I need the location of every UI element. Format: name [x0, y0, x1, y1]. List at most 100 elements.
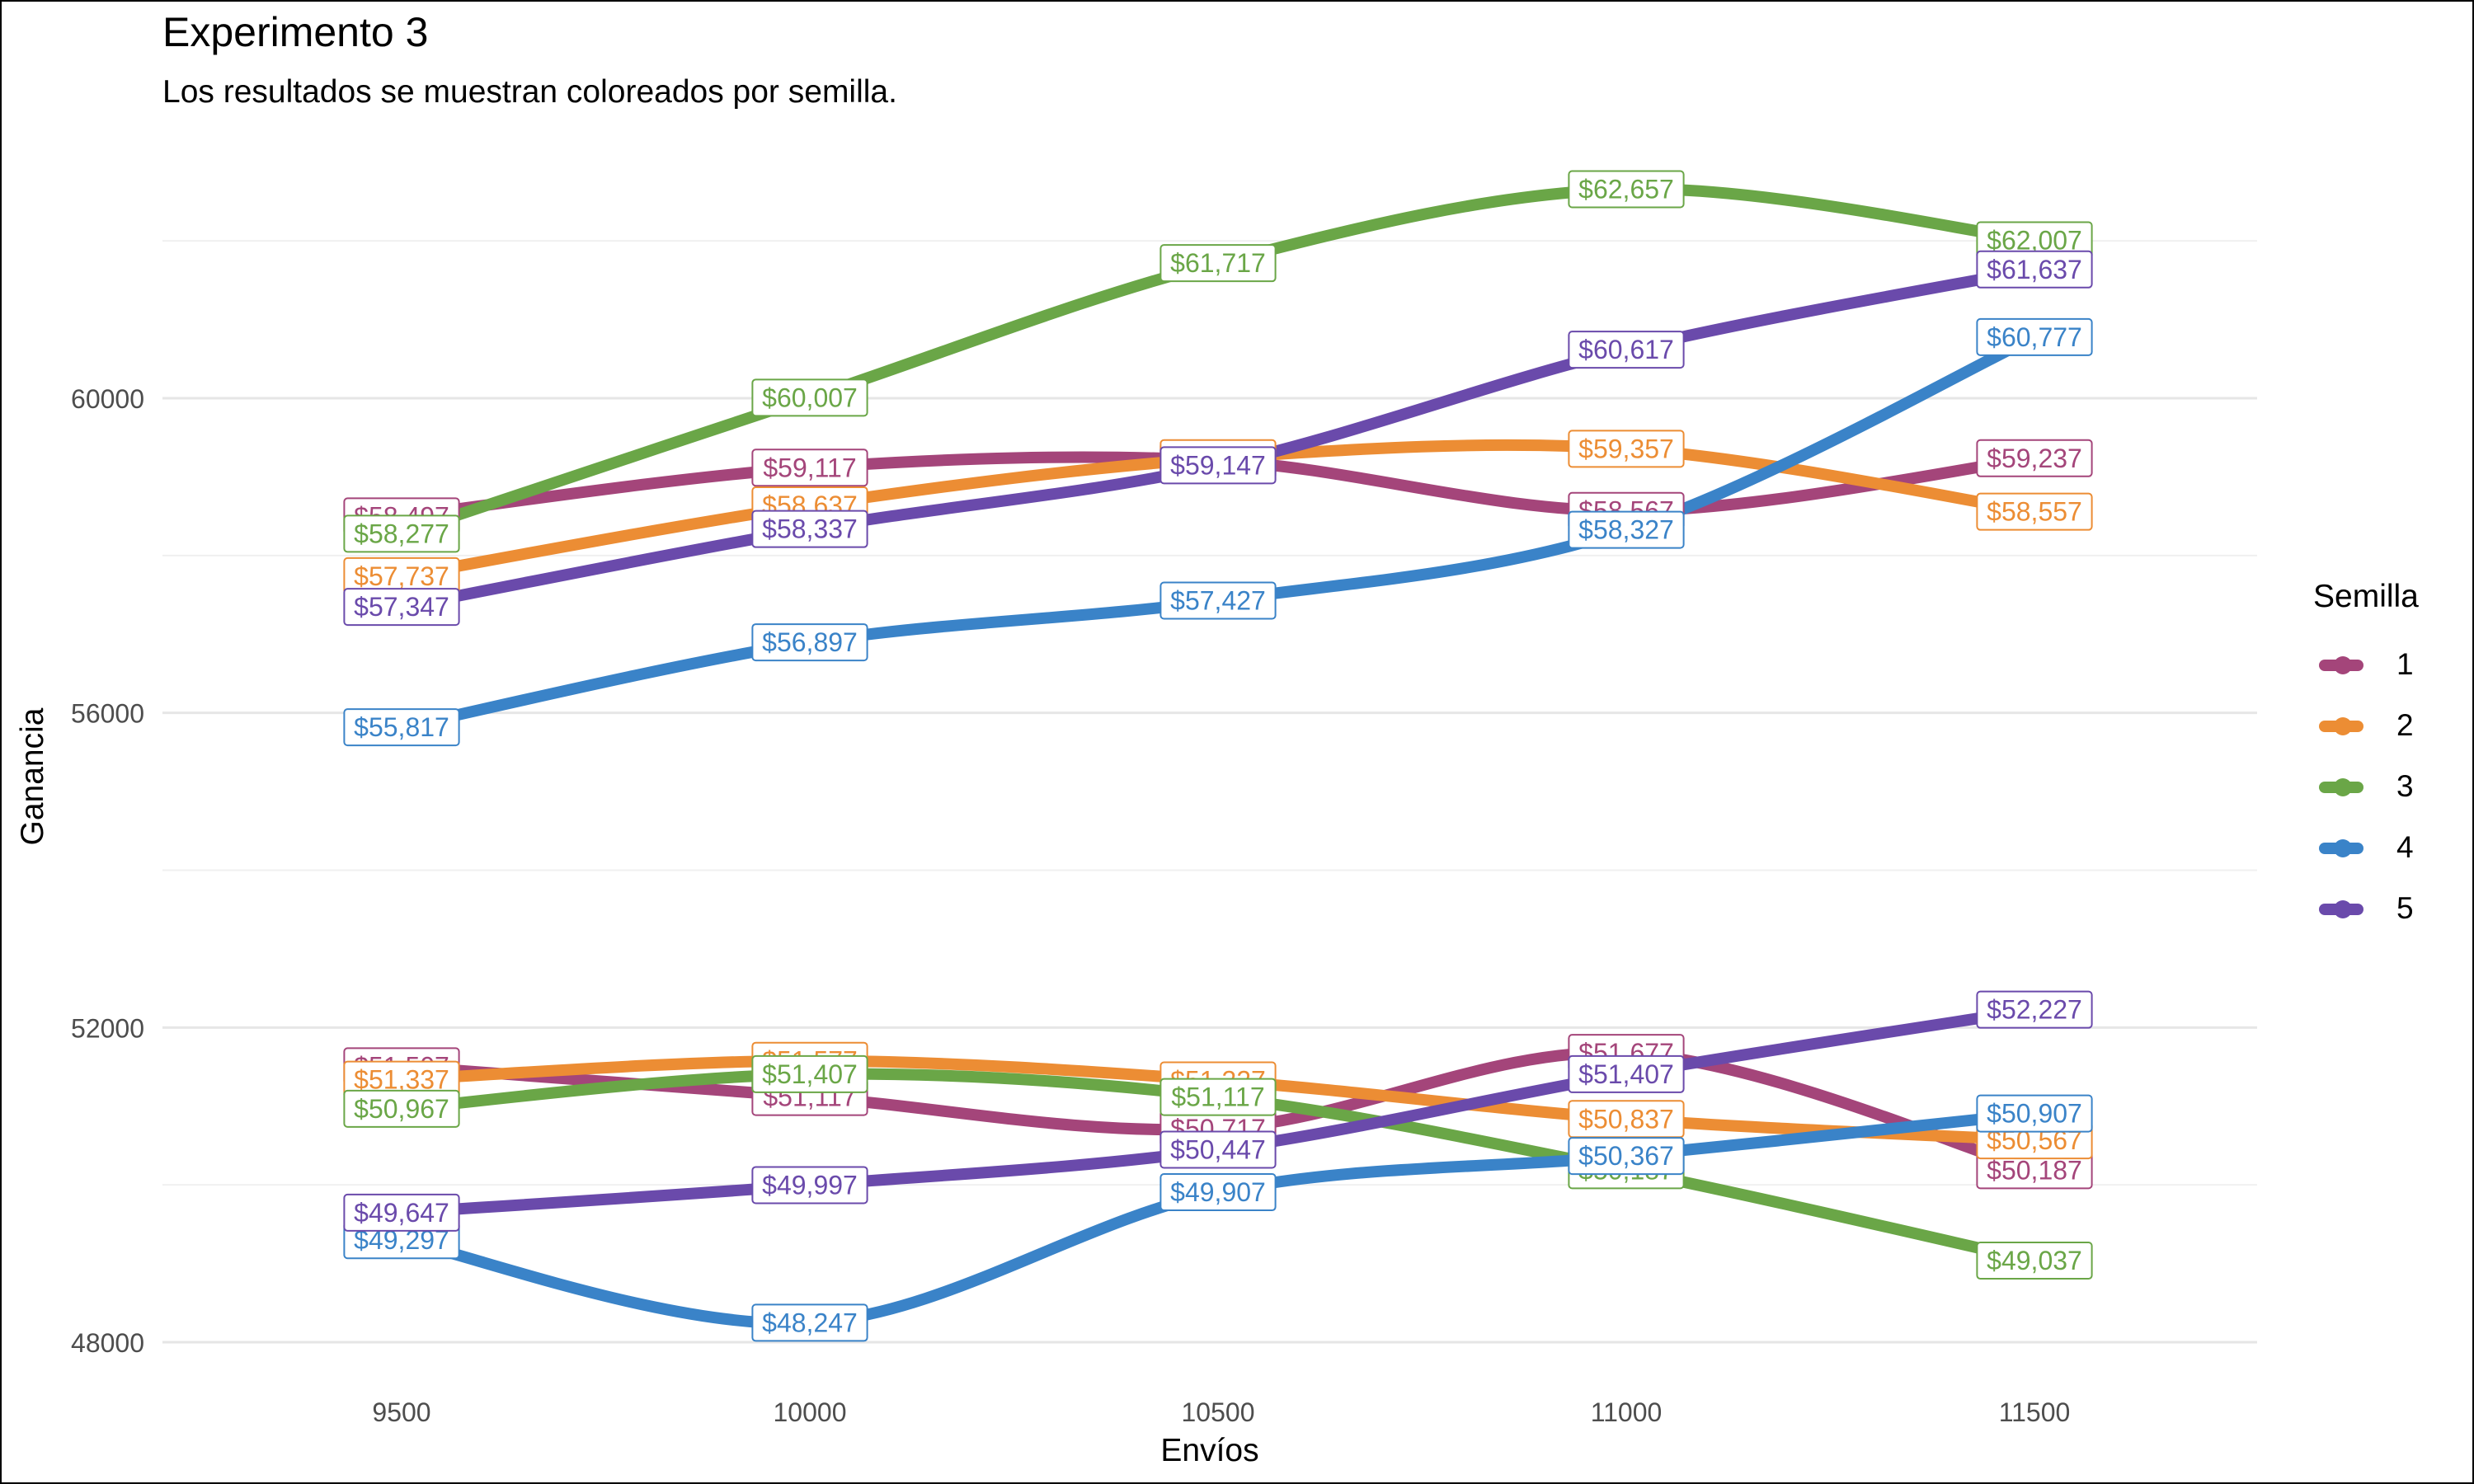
data-label-5: $49,647	[343, 1193, 460, 1232]
svg-text:$57,427: $57,427	[1170, 586, 1266, 616]
svg-text:$51,117: $51,117	[1171, 1082, 1264, 1112]
data-label-4: $55,817	[343, 708, 460, 747]
svg-text:$50,367: $50,367	[1578, 1141, 1674, 1171]
svg-text:$62,657: $62,657	[1578, 174, 1674, 204]
legend-label: 3	[2396, 769, 2414, 803]
svg-text:$50,907: $50,907	[1987, 1099, 2082, 1129]
svg-text:$50,967: $50,967	[354, 1094, 449, 1124]
legend-item-1: 1	[2311, 647, 2443, 682]
data-label-4: $50,367	[1568, 1137, 1685, 1176]
data-label-5: $51,407	[1568, 1054, 1685, 1093]
data-label-4: $56,897	[751, 623, 868, 662]
labels-layer: $58,497$59,117$59,207$58,567$59,237$57,7…	[343, 170, 2093, 1342]
data-label-3: $62,657	[1568, 170, 1685, 209]
data-label-2: $58,557	[1976, 492, 2093, 531]
y-tick-label: 48000	[71, 1328, 144, 1358]
svg-text:$49,647: $49,647	[354, 1198, 449, 1228]
legend-dot	[2334, 778, 2352, 796]
svg-text:$59,357: $59,357	[1578, 434, 1674, 463]
data-label-3: $61,717	[1159, 244, 1277, 283]
svg-text:$50,447: $50,447	[1170, 1135, 1266, 1165]
legend-dot	[2334, 839, 2352, 857]
svg-text:$57,347: $57,347	[354, 592, 449, 622]
legend-item-4: 4	[2311, 830, 2443, 865]
data-label-5: $52,227	[1976, 990, 2093, 1029]
data-label-3: $51,117	[1159, 1078, 1277, 1116]
data-label-4: $50,907	[1976, 1094, 2093, 1133]
chart-title: Experimento 3	[162, 9, 429, 55]
svg-text:$59,147: $59,147	[1170, 450, 1266, 480]
legend-item-5: 5	[2311, 891, 2443, 926]
data-label-4: $49,907	[1159, 1173, 1277, 1212]
legend-label: 1	[2396, 647, 2414, 681]
svg-text:$60,777: $60,777	[1987, 322, 2082, 352]
legend-dot	[2334, 717, 2352, 735]
svg-text:$48,247: $48,247	[762, 1308, 858, 1337]
svg-text:$49,997: $49,997	[762, 1170, 858, 1200]
svg-text:$51,337: $51,337	[354, 1065, 449, 1095]
legend-dot	[2334, 900, 2352, 918]
legend-label: 5	[2396, 891, 2414, 925]
svg-text:$60,617: $60,617	[1578, 335, 1674, 364]
data-label-5: $58,337	[751, 510, 868, 548]
data-label-1: $59,237	[1976, 439, 2093, 477]
x-tick-label: 9500	[372, 1397, 430, 1427]
svg-text:$58,557: $58,557	[1987, 497, 2082, 527]
svg-text:$59,117: $59,117	[763, 453, 856, 482]
data-label-5: $59,147	[1159, 446, 1277, 485]
svg-text:$51,407: $51,407	[1578, 1059, 1674, 1089]
x-tick-label: 11000	[1591, 1397, 1663, 1427]
data-label-5: $60,617	[1568, 331, 1685, 369]
x-tick-label: 10500	[1182, 1397, 1255, 1427]
legend-item-3: 3	[2311, 769, 2443, 804]
data-label-2: $59,357	[1568, 430, 1685, 468]
svg-text:$62,007: $62,007	[1987, 225, 2082, 255]
x-axis-title: Envíos	[1160, 1433, 1258, 1468]
x-tick-label: 11500	[1999, 1397, 2071, 1427]
data-label-4: $58,327	[1568, 510, 1685, 549]
legend-title: Semilla	[2313, 579, 2419, 614]
svg-text:$56,897: $56,897	[762, 627, 858, 657]
y-tick-label: 52000	[71, 1013, 144, 1043]
data-label-4: $48,247	[751, 1303, 868, 1342]
svg-text:$51,407: $51,407	[762, 1059, 858, 1089]
y-axis-title: Ganancia	[15, 707, 50, 845]
legend-dot	[2334, 656, 2352, 674]
legend-item-2: 2	[2311, 708, 2443, 743]
y-tick-label: 60000	[71, 384, 144, 414]
data-label-4: $60,777	[1976, 317, 2093, 356]
data-label-5: $57,347	[343, 588, 460, 627]
data-label-3: $62,007	[1976, 221, 2093, 260]
x-tick-label: 10000	[774, 1397, 847, 1427]
svg-text:$60,007: $60,007	[762, 383, 858, 412]
data-label-3: $49,037	[1976, 1242, 2093, 1280]
legend-label: 2	[2396, 708, 2414, 742]
data-label-4: $57,427	[1159, 581, 1277, 620]
chart-subtitle: Los resultados se muestran coloreados po…	[162, 74, 897, 110]
svg-text:$50,187: $50,187	[1987, 1155, 2082, 1185]
data-label-5: $49,997	[751, 1166, 868, 1205]
svg-text:$52,227: $52,227	[1987, 995, 2082, 1025]
svg-text:$58,327: $58,327	[1578, 515, 1674, 545]
svg-text:$49,907: $49,907	[1170, 1177, 1266, 1207]
legend-label: 4	[2396, 830, 2414, 864]
data-label-5: $61,637	[1976, 250, 2093, 289]
svg-text:$50,837: $50,837	[1578, 1104, 1674, 1134]
svg-text:$61,637: $61,637	[1987, 255, 2082, 284]
data-label-5: $50,447	[1159, 1130, 1277, 1169]
svg-text:$58,337: $58,337	[762, 514, 858, 544]
data-label-3: $51,407	[751, 1054, 868, 1093]
svg-text:$55,817: $55,817	[354, 712, 449, 742]
data-label-2: $57,737	[343, 556, 460, 595]
data-label-2: $51,337	[343, 1060, 460, 1099]
svg-text:$59,237: $59,237	[1987, 444, 2082, 473]
data-label-3: $58,277	[343, 514, 460, 553]
svg-text:$57,737: $57,737	[354, 561, 449, 591]
data-label-2: $50,837	[1568, 1100, 1685, 1139]
data-label-1: $59,117	[751, 448, 868, 487]
axis-layer: 48000 52000 56000 60000 9500 10000 10500 11000 1…	[15, 384, 2070, 1468]
svg-text:$58,277: $58,277	[354, 519, 449, 548]
data-label-1: $50,187	[1976, 1151, 2093, 1190]
